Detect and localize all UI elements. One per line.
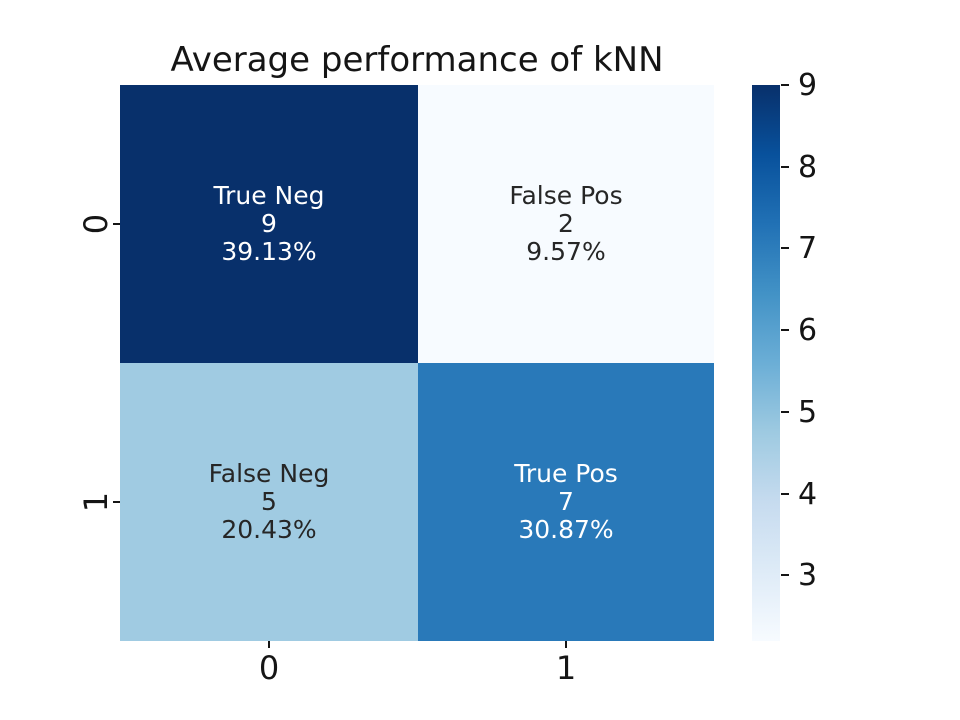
- colorbar-tick-mark: [781, 574, 789, 576]
- chart-title: Average performance of kNN: [170, 40, 664, 80]
- colorbar-tick-5: 5: [781, 392, 817, 432]
- cell-percent: 39.13%: [221, 237, 317, 266]
- colorbar-tick-label: 8: [798, 149, 818, 185]
- y-tick-label-0: 0: [77, 213, 115, 235]
- cell-count: 9: [261, 209, 277, 238]
- x-tick-mark-1: [565, 641, 567, 648]
- cell-count: 7: [558, 487, 574, 516]
- colorbar-tick-4: 4: [781, 474, 817, 514]
- cell-true-pos: True Pos 7 30.87%: [418, 363, 714, 641]
- colorbar-tick-3: 3: [781, 555, 817, 595]
- colorbar-tick-mark: [781, 411, 789, 413]
- colorbar-tick-label: 4: [798, 476, 818, 512]
- colorbar-tick-7: 7: [781, 228, 817, 268]
- colorbar-tick-mark: [781, 329, 789, 331]
- cell-label: True Pos: [514, 459, 618, 488]
- colorbar-tick-label: 3: [798, 557, 818, 593]
- colorbar-tick-9: 9: [781, 65, 817, 105]
- confusion-matrix-heatmap: True Neg 9 39.13% False Pos 2 9.57% Fals…: [120, 85, 714, 641]
- x-tick-mark-0: [268, 641, 270, 648]
- colorbar-tick-8: 8: [781, 147, 817, 187]
- cell-label: False Neg: [208, 459, 330, 488]
- colorbar-tick-label: 7: [798, 230, 818, 266]
- x-tick-label-0: 0: [258, 649, 280, 687]
- cell-count: 2: [558, 209, 574, 238]
- colorbar-tick-label: 6: [798, 312, 818, 348]
- colorbar-tick-mark: [781, 493, 789, 495]
- cell-false-neg: False Neg 5 20.43%: [120, 363, 418, 641]
- colorbar-tick-mark: [781, 84, 789, 86]
- cell-count: 5: [261, 487, 277, 516]
- y-tick-mark-0: [113, 223, 120, 225]
- cell-label: True Neg: [213, 181, 325, 210]
- cell-percent: 20.43%: [221, 515, 317, 544]
- y-tick-label-1: 1: [77, 491, 115, 513]
- colorbar-tick-6: 6: [781, 310, 817, 350]
- colorbar-gradient: [752, 85, 780, 641]
- cell-percent: 30.87%: [518, 515, 614, 544]
- x-tick-label-1: 1: [555, 649, 577, 687]
- colorbar-tick-label: 5: [798, 394, 818, 430]
- cell-false-pos: False Pos 2 9.57%: [418, 85, 714, 363]
- colorbar-tick-mark: [781, 247, 789, 249]
- cell-percent: 9.57%: [526, 237, 606, 266]
- y-tick-mark-1: [113, 501, 120, 503]
- colorbar-tick-mark: [781, 166, 789, 168]
- cell-true-neg: True Neg 9 39.13%: [120, 85, 418, 363]
- cell-label: False Pos: [509, 181, 623, 210]
- colorbar-tick-label: 9: [798, 67, 818, 103]
